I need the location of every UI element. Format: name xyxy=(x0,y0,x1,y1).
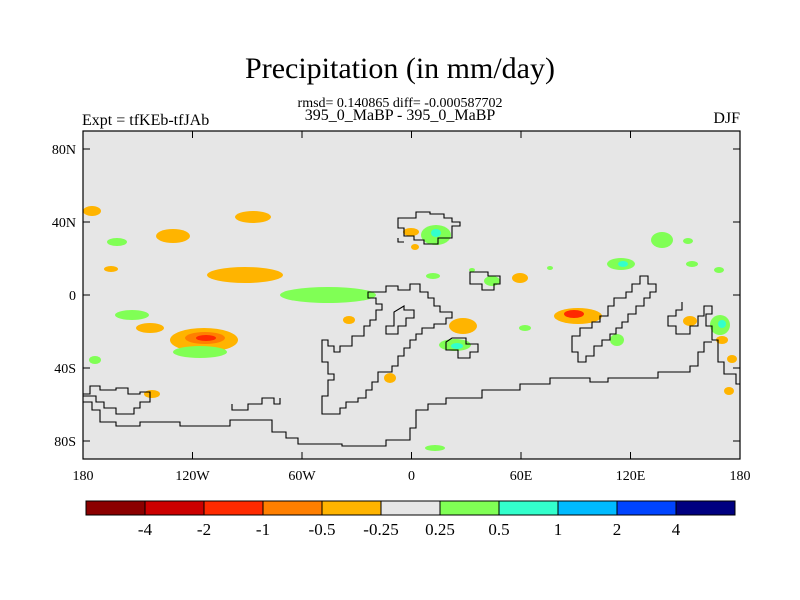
x-tick-label: 120E xyxy=(616,469,646,484)
coastline xyxy=(397,238,404,243)
colorbar-swatch xyxy=(439,500,500,516)
anomaly-patch xyxy=(207,267,283,283)
anomaly-patch xyxy=(449,318,477,334)
coastline xyxy=(571,275,657,363)
coastline xyxy=(83,385,151,415)
colorbar-swatch xyxy=(144,500,205,516)
colorbar-swatch xyxy=(380,500,441,516)
x-tick-label: 120W xyxy=(175,469,210,484)
colorbar-swatches xyxy=(85,500,736,516)
anomaly-patch xyxy=(651,232,673,248)
y-tick-label: 40N xyxy=(52,216,76,231)
coastline xyxy=(469,271,501,291)
anomaly-patch xyxy=(83,206,101,216)
coastline xyxy=(83,341,712,447)
colorbar-label: 2 xyxy=(613,520,622,539)
colorbar-label: 1 xyxy=(554,520,563,539)
anomaly-patch xyxy=(564,310,584,318)
colorbar-label: 0.25 xyxy=(425,520,455,539)
anomaly-patch xyxy=(173,346,227,358)
anomaly-patch xyxy=(411,244,419,250)
anomaly-patch xyxy=(107,238,127,246)
axis-ticks xyxy=(82,131,741,459)
anomaly-patch xyxy=(89,356,101,364)
chart-title: Precipitation (in mm/day) xyxy=(245,52,555,85)
x-tick-label: 60W xyxy=(288,469,316,484)
period-label: 395_0_MaBP - 395_0_MaBP xyxy=(304,107,496,124)
anomaly-patch xyxy=(425,445,445,451)
colorbar-label: -2 xyxy=(197,520,211,539)
anomaly-patch xyxy=(512,273,528,283)
coastline xyxy=(445,337,479,359)
colorbar-swatch xyxy=(616,500,677,516)
coastline xyxy=(321,283,453,415)
x-tick-label: 180 xyxy=(73,469,94,484)
anomaly-patch xyxy=(683,238,693,244)
anomaly-patch xyxy=(426,273,440,279)
x-tick-label: 0 xyxy=(408,469,415,484)
coastline xyxy=(385,305,415,335)
colorbar-swatch xyxy=(557,500,618,516)
anomaly-patch xyxy=(618,261,628,267)
colorbar-label: 0.5 xyxy=(488,520,509,539)
colorbar-label: -1 xyxy=(256,520,270,539)
colorbar-swatch xyxy=(321,500,382,516)
anomaly-patch xyxy=(196,335,216,341)
anomaly-patch xyxy=(431,229,441,237)
anomaly-patch xyxy=(686,261,698,267)
y-tick-label: 40S xyxy=(54,362,76,377)
anomaly-patch xyxy=(683,316,697,326)
anomaly-patch xyxy=(343,316,355,324)
coastline xyxy=(231,397,281,411)
anomaly-patches xyxy=(83,206,737,451)
anomaly-patch xyxy=(451,343,463,349)
anomaly-patch xyxy=(727,355,737,363)
colorbar-swatch xyxy=(85,500,146,516)
anomaly-patch xyxy=(144,390,160,398)
continent-outlines xyxy=(83,211,740,447)
anomaly-patch xyxy=(280,287,376,303)
colorbar-label: 4 xyxy=(672,520,681,539)
colorbar-label: -0.25 xyxy=(363,520,398,539)
x-tick-label: 60E xyxy=(510,469,533,484)
anomaly-patch xyxy=(156,229,190,243)
map-panel: 180 120W 60W 0 60E 120E 180 80N 40N 0 40… xyxy=(52,130,751,484)
anomaly-patch xyxy=(714,267,724,273)
anomaly-patch xyxy=(610,334,624,346)
map-background xyxy=(83,131,740,459)
colorbar-swatch xyxy=(675,500,736,516)
experiment-label: Expt = tfKEb-tfJAb xyxy=(82,112,210,129)
anomaly-patch xyxy=(519,325,531,331)
colorbar-labels: -4 -2 -1 -0.5 -0.25 0.25 0.5 1 2 4 xyxy=(138,520,681,539)
coastline xyxy=(397,211,461,245)
anomaly-patch xyxy=(716,336,728,344)
x-tick-label: 180 xyxy=(730,469,751,484)
colorbar-swatch xyxy=(498,500,559,516)
colorbar: -4 -2 -1 -0.5 -0.25 0.25 0.5 1 2 4 xyxy=(85,500,736,539)
colorbar-label: -4 xyxy=(138,520,153,539)
colorbar-swatch xyxy=(262,500,323,516)
anomaly-patch xyxy=(104,266,118,272)
y-tick-label: 0 xyxy=(69,289,76,304)
anomaly-patch xyxy=(724,387,734,395)
anomaly-patch xyxy=(469,268,475,272)
coastline xyxy=(667,302,740,385)
anomaly-patch xyxy=(136,323,164,333)
anomaly-patch xyxy=(547,266,553,270)
anomaly-patch xyxy=(384,373,396,383)
anomaly-patch xyxy=(718,320,726,328)
season-label: DJF xyxy=(713,110,740,127)
colorbar-swatch xyxy=(203,500,264,516)
anomaly-patch xyxy=(403,228,419,236)
anomaly-patch xyxy=(115,310,149,320)
y-tick-label: 80N xyxy=(52,143,76,158)
colorbar-label: -0.5 xyxy=(309,520,336,539)
y-tick-label: 80S xyxy=(54,435,76,450)
rmsd-diff-stats: rmsd= 0.140865 diff= -0.000587702 xyxy=(297,96,503,111)
anomaly-patch xyxy=(235,211,271,223)
